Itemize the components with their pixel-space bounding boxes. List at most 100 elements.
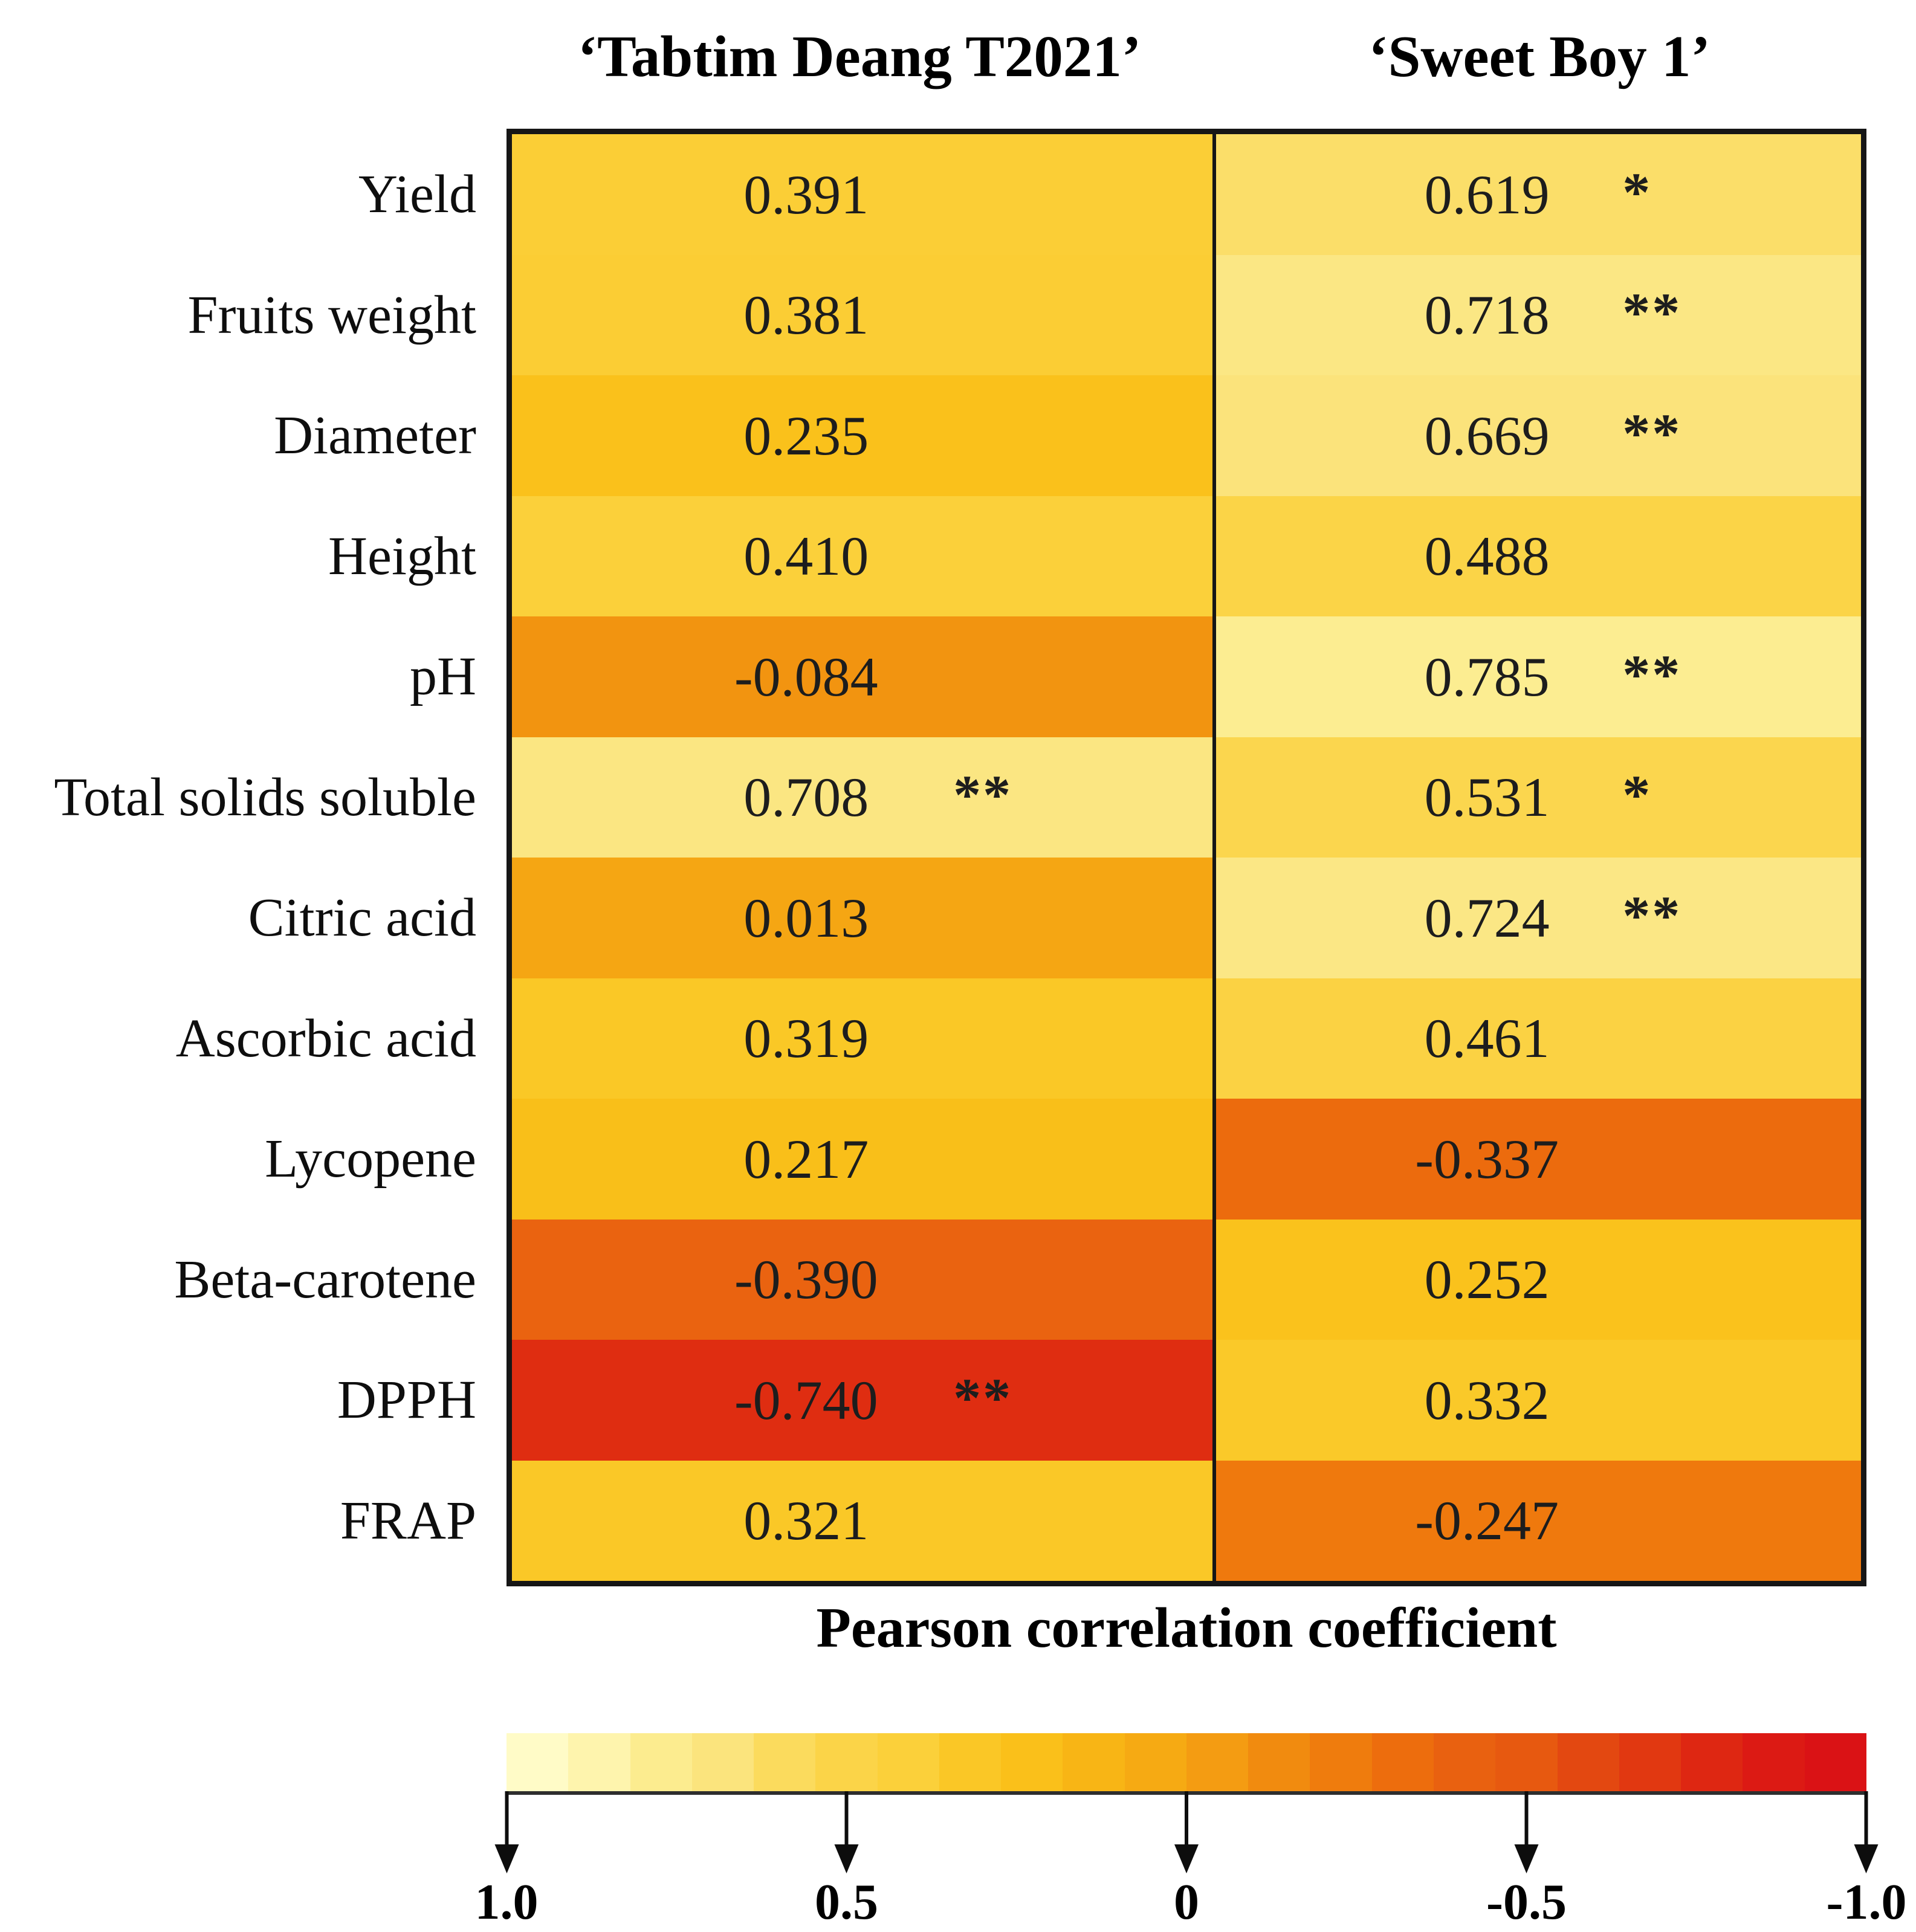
cell-value: -0.337 xyxy=(1415,1128,1559,1190)
heatmap-cell: 0.724 ** xyxy=(1212,858,1861,978)
colorbar-segment xyxy=(1681,1733,1743,1791)
heatmap-cell: 0.319 xyxy=(512,978,1212,1099)
colorbar-segment xyxy=(939,1733,1002,1791)
significance-asterisks: ** xyxy=(1622,282,1682,344)
cell-value: 0.391 xyxy=(743,163,869,225)
heatmap-cell: 0.013 xyxy=(512,858,1212,978)
row-label-text: Fruits weight xyxy=(187,285,476,345)
heatmap-cell: 0.217 xyxy=(512,1099,1212,1220)
heatmap-row: 0.013 0.724 ** xyxy=(512,858,1861,978)
row-label-text: FRAP xyxy=(340,1490,476,1551)
colorbar-segment xyxy=(1433,1733,1496,1791)
heatmap-cell: 0.332 xyxy=(1212,1340,1861,1461)
row-label: Height xyxy=(0,496,484,617)
row-label-text: pH xyxy=(410,647,476,707)
row-label-text: Beta-carotene xyxy=(174,1249,476,1310)
heatmap-cell: 0.619 * xyxy=(1212,134,1861,255)
colorbar-tick: -1.0 xyxy=(1826,1791,1907,1930)
row-label: Fruits weight xyxy=(0,255,484,376)
cell-value: 0.410 xyxy=(743,525,869,587)
row-label: pH xyxy=(0,616,484,737)
colorbar-tick: 0 xyxy=(1174,1791,1199,1930)
tick-line xyxy=(844,1791,849,1844)
colorbar-segment xyxy=(1371,1733,1434,1791)
row-label-text: Ascorbic acid xyxy=(175,1008,476,1068)
down-arrow-icon xyxy=(494,1844,519,1873)
cell-value: 0.013 xyxy=(743,887,869,949)
heatmap-row: -0.740 ** 0.332 xyxy=(512,1340,1861,1461)
colorbar-tick: -0.5 xyxy=(1486,1791,1567,1930)
tick-line xyxy=(1864,1791,1868,1844)
row-label: Citric acid xyxy=(0,858,484,978)
colorbar-segment xyxy=(1804,1733,1866,1791)
cell-value: 0.461 xyxy=(1424,1007,1550,1070)
heatmap-cell: 0.235 xyxy=(512,375,1212,496)
row-label: Yield xyxy=(0,134,484,255)
heatmap-table: 0.391 0.619 * 0.381 0.718 ** 0.235 0.669 ** 0.410… xyxy=(507,129,1866,1586)
significance-asterisks: * xyxy=(1622,161,1652,223)
heatmap-cell: 0.669 ** xyxy=(1212,375,1861,496)
tick-label: -0.5 xyxy=(1486,1874,1567,1930)
heatmap-cell: 0.708 ** xyxy=(512,737,1212,858)
colorbar-segment xyxy=(1248,1733,1310,1791)
heatmap-row: 0.708 ** 0.531 * xyxy=(512,737,1861,858)
significance-asterisks: * xyxy=(1622,764,1652,826)
cell-value: 0.252 xyxy=(1424,1249,1550,1311)
heatmap-cell: 0.381 xyxy=(512,254,1212,375)
colorbar-segment xyxy=(754,1733,816,1791)
heatmap-cell: -0.740 ** xyxy=(512,1340,1212,1461)
significance-asterisks: ** xyxy=(1622,402,1682,464)
heatmap-row: 0.391 0.619 * xyxy=(512,134,1861,255)
down-arrow-icon xyxy=(1174,1844,1199,1873)
heatmap-row: 0.217 -0.337 xyxy=(512,1099,1861,1220)
row-label: Ascorbic acid xyxy=(0,978,484,1099)
cell-value: -0.740 xyxy=(734,1369,878,1431)
heatmap-row: 0.319 0.461 xyxy=(512,978,1861,1099)
row-label: Diameter xyxy=(0,375,484,496)
tick-label: 0 xyxy=(1174,1874,1199,1930)
cell-value: 0.669 xyxy=(1424,404,1550,467)
cell-value: 0.217 xyxy=(743,1128,869,1190)
cell-value: 0.619 xyxy=(1424,163,1550,225)
heatmap-cell: 0.410 xyxy=(512,496,1212,616)
row-label: Total solids soluble xyxy=(0,737,484,858)
cell-value: 0.235 xyxy=(743,404,869,467)
cell-value: 0.724 xyxy=(1424,887,1550,949)
row-label-text: Citric acid xyxy=(248,888,476,948)
heatmap-row: 0.235 0.669 ** xyxy=(512,375,1861,496)
cell-value: 0.332 xyxy=(1424,1369,1550,1431)
cell-value: 0.708 xyxy=(743,766,869,829)
colorbar-segment xyxy=(568,1733,630,1791)
column-header-tabtim-deang: ‘Tabtim Deang T2021’ xyxy=(577,24,1142,89)
cell-value: 0.321 xyxy=(743,1490,869,1552)
heatmap-cell: 0.461 xyxy=(1212,978,1861,1099)
colorbar-segment xyxy=(1063,1733,1125,1791)
row-label: DPPH xyxy=(0,1340,484,1461)
colorbar-segment xyxy=(691,1733,754,1791)
colorbar-segment xyxy=(815,1733,878,1791)
tick-line xyxy=(505,1791,508,1844)
cell-value: 0.319 xyxy=(743,1007,869,1070)
row-label-text: Yield xyxy=(358,164,476,225)
down-arrow-icon xyxy=(1854,1844,1879,1873)
heatmap-cell: 0.321 xyxy=(512,1460,1212,1581)
heatmap-row: 0.381 0.718 ** xyxy=(512,254,1861,375)
down-arrow-icon xyxy=(1514,1844,1539,1873)
cell-value: -0.084 xyxy=(734,645,878,708)
row-labels: Yield Fruits weight Diameter Height pH Total … xyxy=(0,134,484,1581)
colorbar-segment xyxy=(630,1733,692,1791)
heatmap-cell: 0.488 xyxy=(1212,496,1861,616)
colorbar-segment xyxy=(1557,1733,1619,1791)
significance-asterisks: ** xyxy=(953,1366,1013,1429)
significance-asterisks: ** xyxy=(953,764,1013,826)
row-label: FRAP xyxy=(0,1461,484,1581)
tick-label: -1.0 xyxy=(1826,1874,1907,1930)
colorbar-segment xyxy=(1001,1733,1063,1791)
row-label-text: Height xyxy=(328,526,476,586)
heatmap-row: 0.410 0.488 xyxy=(512,496,1861,616)
colorbar-segment xyxy=(1743,1733,1805,1791)
heatmap-cell: 0.252 xyxy=(1212,1219,1861,1340)
tick-label: 0.5 xyxy=(815,1874,878,1930)
heatmap-row: -0.084 0.785 ** xyxy=(512,616,1861,737)
